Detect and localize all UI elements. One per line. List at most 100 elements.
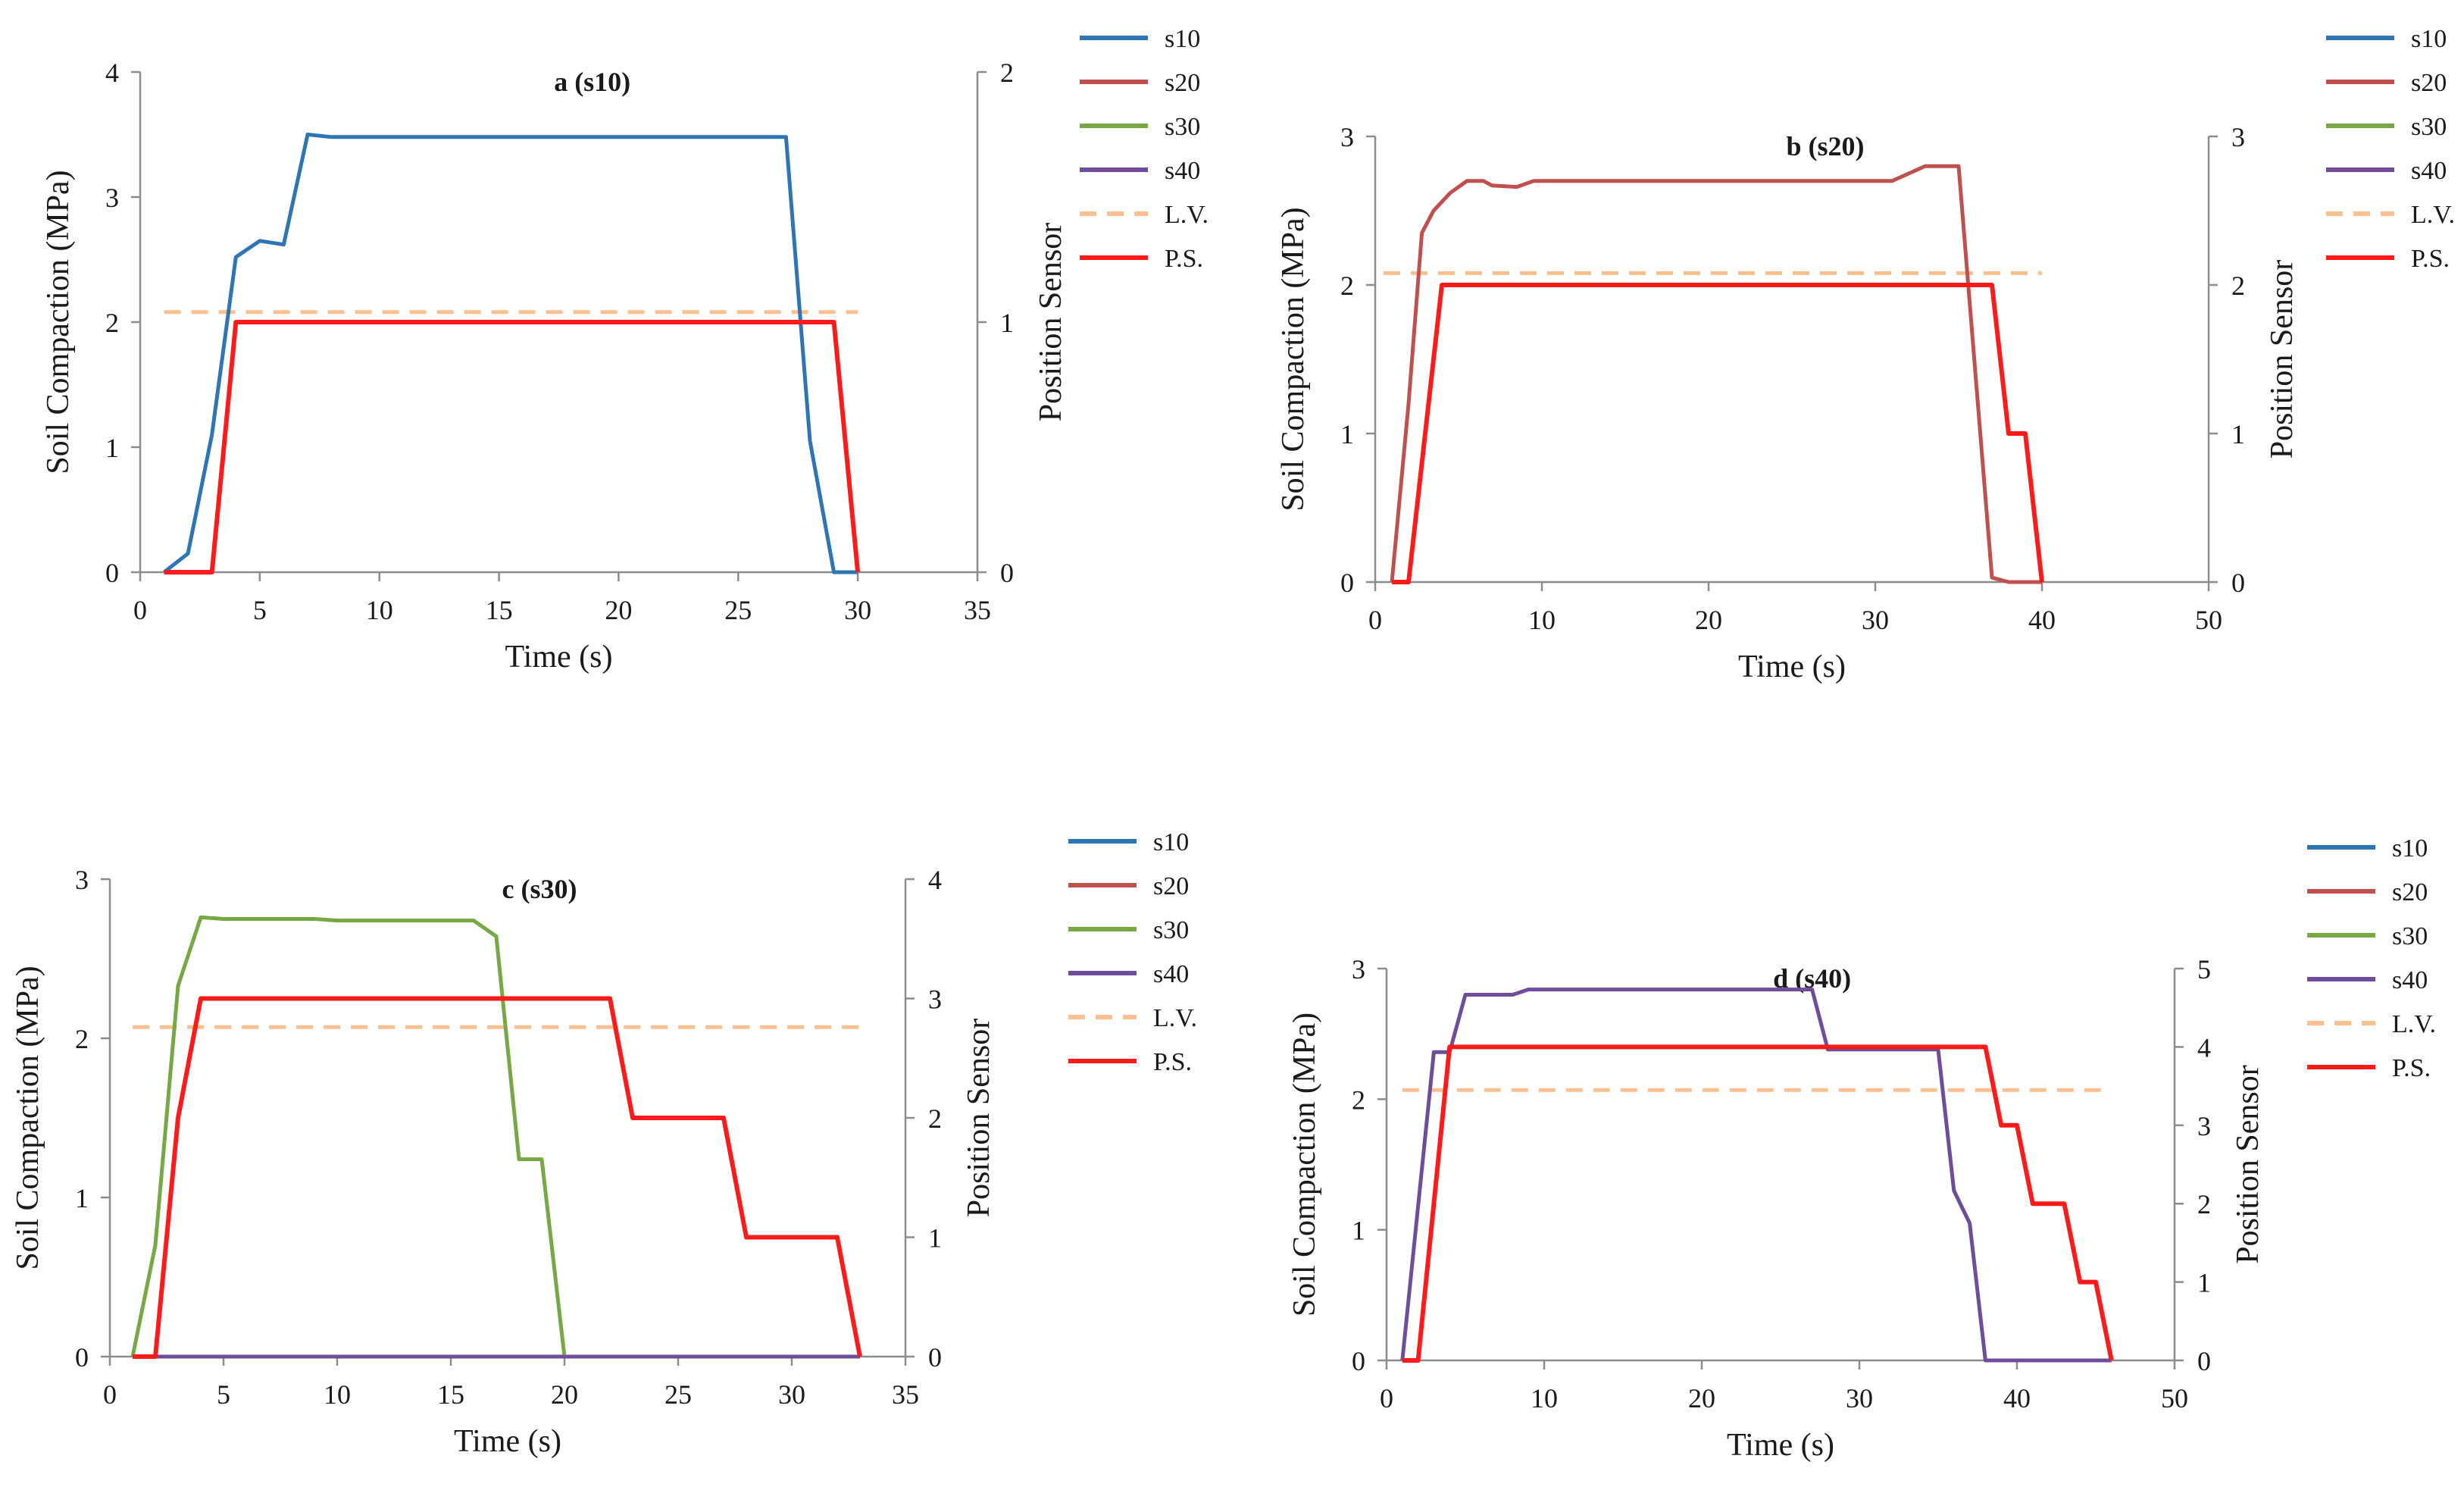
y2-tick-label: 2 xyxy=(2231,271,2245,301)
legend: s10 s20 s30 s40 L.V. P.S. xyxy=(2326,25,2455,273)
x-tick-label: 50 xyxy=(2195,605,2222,635)
legend-label: L.V. xyxy=(2392,1010,2436,1038)
y-axis-title: Soil Compaction (MPa) xyxy=(41,170,76,474)
legend-label: s40 xyxy=(1153,960,1189,988)
y2-tick-label: 4 xyxy=(928,865,942,895)
x-tick-label: 0 xyxy=(1368,605,1382,635)
legend: s10 s20 s30 s40 L.V. P.S. xyxy=(1080,25,1209,273)
legend-label: L.V. xyxy=(1165,201,1209,229)
y2-tick-label: 5 xyxy=(2197,954,2211,984)
y2-tick-label: 0 xyxy=(928,1342,942,1373)
y2-axis-title: Position Sensor xyxy=(2231,1065,2265,1264)
legend-label: s10 xyxy=(1153,828,1189,856)
y-tick-label: 3 xyxy=(1352,954,1365,984)
y2-tick-label: 1 xyxy=(2197,1268,2211,1298)
x-tick-label: 20 xyxy=(1688,1383,1715,1413)
legend: s10 s20 s30 s40 L.V. P.S. xyxy=(2307,834,2436,1082)
series-line-s10 xyxy=(163,133,858,574)
x-tick-label: 10 xyxy=(366,595,393,625)
y-tick-label: 2 xyxy=(75,1024,89,1054)
y2-axis-title: Position Sensor xyxy=(1033,223,1068,422)
y2-tick-label: 2 xyxy=(2197,1189,2211,1219)
legend-label: s20 xyxy=(2411,69,2447,97)
y2-tick-label: 3 xyxy=(2231,122,2245,152)
y-tick-label: 2 xyxy=(105,308,119,338)
x-tick-label: 0 xyxy=(133,595,147,625)
legend-label: s40 xyxy=(2392,966,2428,994)
y-tick-label: 0 xyxy=(1352,1346,1365,1376)
y2-tick-label: 3 xyxy=(928,984,942,1015)
y-tick-label: 4 xyxy=(105,58,119,88)
legend-label: s30 xyxy=(2392,922,2428,950)
x-tick-label: 40 xyxy=(2003,1383,2031,1413)
x-tick-label: 20 xyxy=(1695,605,1722,635)
y-tick-label: 1 xyxy=(75,1183,89,1213)
x-tick-label: 20 xyxy=(605,595,632,625)
y2-tick-label: 0 xyxy=(2197,1346,2211,1376)
y2-tick-label: 0 xyxy=(2231,568,2245,598)
y2-tick-label: 2 xyxy=(928,1103,942,1134)
x-axis-title: Time (s) xyxy=(1738,650,1846,684)
legend-label: P.S. xyxy=(1153,1048,1192,1076)
y2-tick-label: 4 xyxy=(2197,1032,2211,1063)
legend: s10 s20 s30 s40 L.V. P.S. xyxy=(1068,828,1197,1076)
y-axis-title: Soil Compaction (MPa) xyxy=(11,966,45,1269)
series-line-ps xyxy=(164,320,861,574)
y-tick-label: 2 xyxy=(1340,271,1354,301)
y2-tick-label: 0 xyxy=(1000,558,1014,588)
x-axis-title: Time (s) xyxy=(1727,1428,1834,1463)
series-line-s30 xyxy=(130,915,567,1357)
y-axis-title: Soil Compaction (MPa) xyxy=(1276,207,1311,511)
legend-label: s30 xyxy=(1153,916,1189,944)
legend-label: P.S. xyxy=(2411,245,2450,273)
x-tick-label: 20 xyxy=(551,1379,578,1410)
legend-label: s40 xyxy=(2411,157,2447,185)
x-tick-label: 5 xyxy=(217,1379,230,1410)
y2-tick-label: 2 xyxy=(1000,58,1014,88)
y-tick-label: 1 xyxy=(1352,1216,1365,1246)
legend-label: L.V. xyxy=(2411,201,2455,229)
x-tick-label: 5 xyxy=(253,595,267,625)
x-tick-label: 35 xyxy=(964,595,991,625)
x-tick-label: 40 xyxy=(2028,605,2056,635)
legend-label: s10 xyxy=(1165,25,1200,53)
legend-label: L.V. xyxy=(1153,1004,1197,1032)
y-axis-title: Soil Compaction (MPa) xyxy=(1287,1013,1322,1316)
legend-label: s20 xyxy=(2392,878,2428,906)
y-tick-label: 0 xyxy=(105,558,119,588)
series-line-ps xyxy=(1392,283,2044,584)
legend-label: s30 xyxy=(2411,113,2447,141)
x-tick-label: 30 xyxy=(1862,605,1889,635)
x-tick-label: 0 xyxy=(1380,1383,1393,1413)
x-tick-label: 10 xyxy=(324,1379,351,1410)
x-tick-label: 35 xyxy=(892,1379,919,1410)
y-tick-label: 3 xyxy=(75,865,89,895)
legend-label: s20 xyxy=(1165,69,1200,97)
y-tick-label: 1 xyxy=(1340,419,1354,449)
legend-label: s30 xyxy=(1165,113,1200,141)
x-tick-label: 15 xyxy=(486,595,513,625)
x-tick-label: 30 xyxy=(1846,1383,1873,1413)
chart-title: b (s20) xyxy=(1786,131,1864,161)
x-tick-label: 15 xyxy=(437,1379,464,1410)
legend-label: P.S. xyxy=(1165,245,1203,273)
legend-label: s40 xyxy=(1165,157,1200,185)
x-tick-label: 0 xyxy=(103,1379,117,1410)
y2-axis-title: Position Sensor xyxy=(962,1019,996,1218)
y2-tick-label: 3 xyxy=(2197,1111,2211,1141)
y-tick-label: 3 xyxy=(105,183,119,213)
legend-label: s20 xyxy=(1153,872,1189,900)
x-tick-label: 10 xyxy=(1531,1383,1558,1413)
x-tick-label: 30 xyxy=(844,595,871,625)
y-tick-label: 0 xyxy=(75,1342,89,1373)
chart-title: c (s30) xyxy=(502,874,577,904)
y2-axis-title: Position Sensor xyxy=(2265,260,2300,459)
x-axis-title: Time (s) xyxy=(505,640,613,675)
series-line-s20 xyxy=(1390,164,2042,584)
y2-tick-label: 1 xyxy=(928,1223,942,1254)
y-tick-label: 2 xyxy=(1352,1085,1365,1115)
y-tick-label: 0 xyxy=(1340,568,1354,598)
